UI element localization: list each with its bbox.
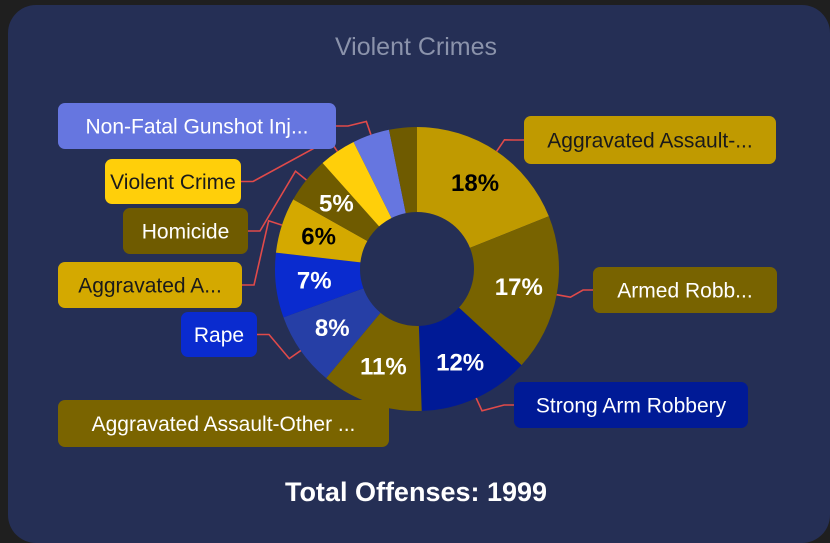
total-offenses: Total Offenses: 1999 xyxy=(284,477,548,507)
slice-percent-label: 5% xyxy=(319,191,354,218)
leader-line xyxy=(242,219,283,286)
leader-line xyxy=(257,333,302,360)
slice-percent-label: 8% xyxy=(315,315,350,342)
donut-slice xyxy=(275,199,368,263)
callout-label: Violent Crime xyxy=(110,171,236,194)
callout-label: Non-Fatal Gunshot Inj... xyxy=(86,116,309,139)
slice-group xyxy=(274,127,559,411)
donut-chart: Aggravated Assault-... Armed Robb... Stron… xyxy=(58,103,777,447)
donut-slice xyxy=(389,127,417,214)
slice-percent-label: 18% xyxy=(451,170,499,197)
leader-line xyxy=(495,139,524,152)
callout-label: Rape xyxy=(194,324,244,347)
donut-slice xyxy=(283,288,381,379)
callout-label: Aggravated Assault-Other ... xyxy=(92,413,356,436)
donut-slice xyxy=(418,307,522,411)
leader-line xyxy=(556,289,593,299)
slice-percent-label: 12% xyxy=(436,350,484,377)
callout-label: Strong Arm Robbery xyxy=(536,395,727,418)
callout-box xyxy=(58,400,389,447)
leader-line xyxy=(475,397,514,412)
callout-box xyxy=(58,103,336,149)
callout-label: Homicide xyxy=(142,221,230,244)
callout-label: Aggravated A... xyxy=(78,275,222,298)
donut-slice xyxy=(458,216,559,366)
donut-slice xyxy=(417,127,549,248)
slice-percent-label: 11% xyxy=(360,353,407,380)
callout-group: Aggravated Assault-... Armed Robb... Stron… xyxy=(58,103,777,447)
donut-slice xyxy=(293,162,380,242)
donut-slice xyxy=(322,141,392,227)
slice-percent-label: 6% xyxy=(301,224,336,251)
leader-line xyxy=(248,169,307,232)
callout-box xyxy=(58,262,242,308)
slice-label-group: 18% 17% 12% 11% 8% 7% 6% 5% xyxy=(297,170,543,381)
donut-slice xyxy=(353,129,406,219)
callout-box xyxy=(514,382,748,428)
leader-line xyxy=(336,120,372,135)
callout-box xyxy=(123,208,248,254)
callout-box xyxy=(593,267,777,313)
callout-box xyxy=(105,159,241,204)
donut-slice xyxy=(274,252,364,318)
chart-title: Violent Crimes xyxy=(334,33,498,61)
callout-box xyxy=(524,116,776,164)
slice-percent-label: 17% xyxy=(495,274,543,301)
chart-card: Violent Crimes Aggravated Assault-... Arm… xyxy=(8,5,830,543)
callout-label: Aggravated Assault-... xyxy=(547,130,752,153)
callout-label: Armed Robb... xyxy=(617,280,752,303)
callout-box xyxy=(181,312,257,357)
donut-slice xyxy=(326,312,422,411)
slice-percent-label: 7% xyxy=(297,267,332,294)
